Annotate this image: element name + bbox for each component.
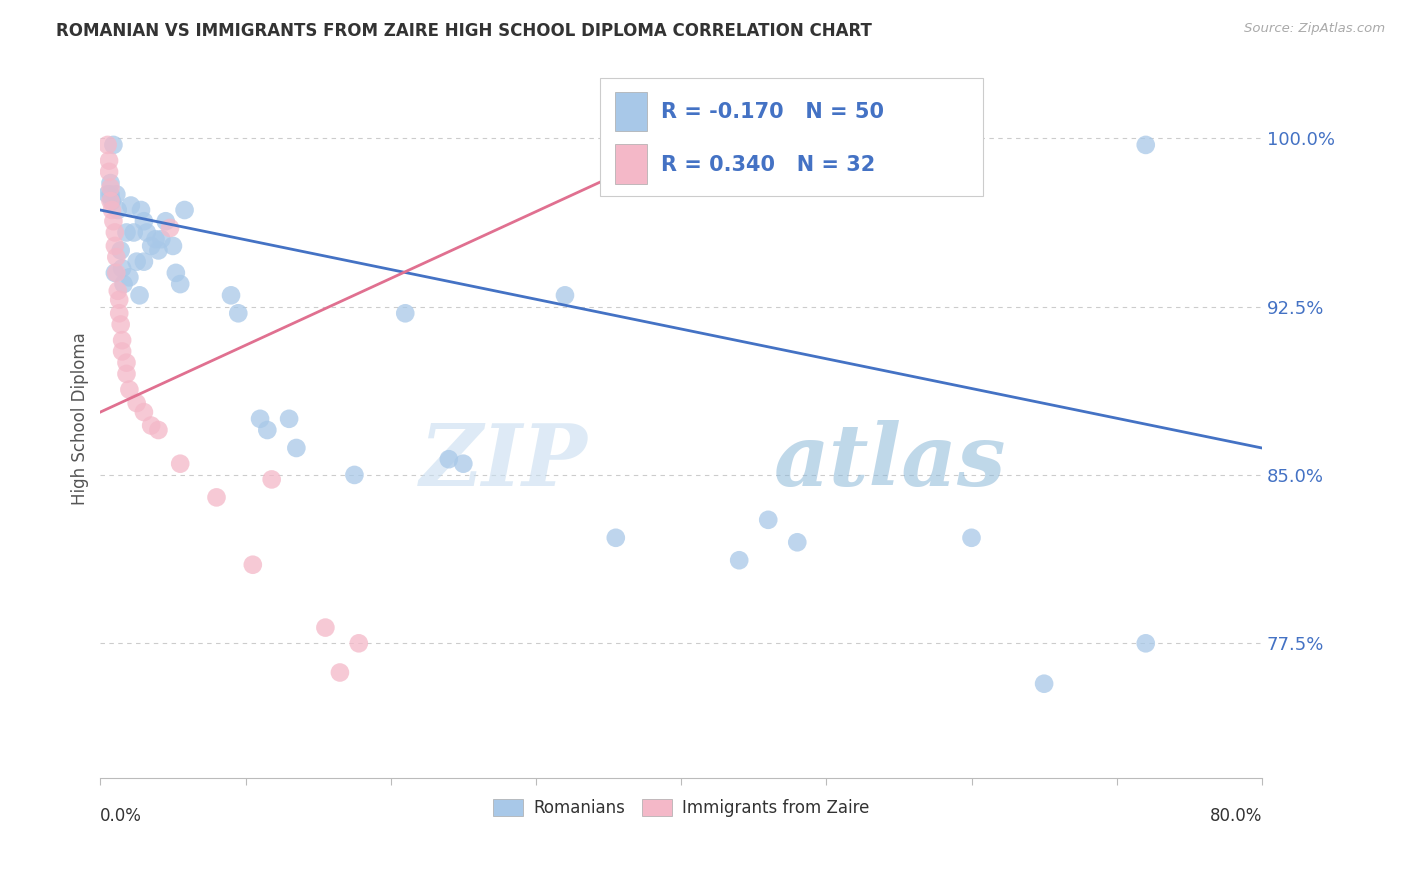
Point <box>141 418 163 433</box>
Text: R = 0.340   N = 32: R = 0.340 N = 32 <box>661 154 876 175</box>
Legend: Romanians, Immigrants from Zaire: Romanians, Immigrants from Zaire <box>486 792 876 823</box>
Point <box>437 452 460 467</box>
Point <box>107 284 129 298</box>
Point <box>118 270 141 285</box>
FancyBboxPatch shape <box>614 92 647 131</box>
Point <box>1033 676 1056 690</box>
Point <box>104 266 127 280</box>
Y-axis label: High School Diploma: High School Diploma <box>72 333 89 505</box>
Point <box>249 412 271 426</box>
Point <box>1135 137 1157 152</box>
Point <box>162 239 184 253</box>
Point <box>110 318 132 332</box>
Point <box>135 226 157 240</box>
Point <box>173 202 195 217</box>
Point <box>118 383 141 397</box>
Text: atlas: atlas <box>775 420 1007 504</box>
Point <box>453 457 475 471</box>
Point <box>150 232 173 246</box>
Point <box>756 513 779 527</box>
Text: 0.0%: 0.0% <box>100 806 142 825</box>
Point <box>103 214 125 228</box>
Point <box>285 441 308 455</box>
Point <box>960 531 983 545</box>
Point <box>903 142 925 156</box>
Point <box>105 187 128 202</box>
Point <box>278 412 301 426</box>
Point <box>97 187 120 202</box>
Point <box>256 423 278 437</box>
Point <box>159 221 181 235</box>
Point <box>1135 636 1157 650</box>
Point <box>101 194 124 208</box>
Point <box>728 553 751 567</box>
Point <box>242 558 264 572</box>
Point <box>169 457 191 471</box>
Point <box>100 180 122 194</box>
Point <box>155 214 177 228</box>
Point <box>104 226 127 240</box>
Point <box>98 165 121 179</box>
Point <box>98 153 121 168</box>
Point <box>97 137 120 152</box>
Point <box>125 396 148 410</box>
Point <box>111 261 134 276</box>
Text: Source: ZipAtlas.com: Source: ZipAtlas.com <box>1244 22 1385 36</box>
Point <box>100 176 122 190</box>
Text: ZIP: ZIP <box>420 420 588 504</box>
Point <box>110 244 132 258</box>
Point <box>125 254 148 268</box>
Point <box>100 187 122 202</box>
Point <box>132 405 155 419</box>
Point <box>108 306 131 320</box>
Point <box>101 202 124 217</box>
Point <box>329 665 352 680</box>
Point <box>107 202 129 217</box>
Point <box>128 288 150 302</box>
Point <box>786 535 808 549</box>
Point <box>104 239 127 253</box>
Point <box>108 293 131 307</box>
Point <box>112 277 135 291</box>
Point <box>148 423 170 437</box>
Point <box>394 306 416 320</box>
Point <box>226 306 249 320</box>
Point <box>105 250 128 264</box>
Point <box>260 472 283 486</box>
Point <box>347 636 370 650</box>
Point <box>115 367 138 381</box>
Text: R = -0.170   N = 50: R = -0.170 N = 50 <box>661 103 884 122</box>
Point <box>120 198 142 212</box>
Point <box>205 491 228 505</box>
Point <box>129 202 152 217</box>
Point <box>111 344 134 359</box>
Text: ROMANIAN VS IMMIGRANTS FROM ZAIRE HIGH SCHOOL DIPLOMA CORRELATION CHART: ROMANIAN VS IMMIGRANTS FROM ZAIRE HIGH S… <box>56 22 872 40</box>
Point <box>554 288 576 302</box>
FancyBboxPatch shape <box>614 145 647 184</box>
Point <box>122 226 145 240</box>
Point <box>165 266 187 280</box>
Point <box>141 239 163 253</box>
Point <box>219 288 242 302</box>
Text: 80.0%: 80.0% <box>1209 806 1263 825</box>
Point <box>343 467 366 482</box>
Point <box>148 244 170 258</box>
Point <box>605 531 627 545</box>
Point <box>115 356 138 370</box>
Point <box>100 194 122 208</box>
FancyBboxPatch shape <box>600 78 983 196</box>
Point <box>314 621 336 635</box>
Point <box>105 266 128 280</box>
Point <box>115 226 138 240</box>
Point <box>103 137 125 152</box>
Point <box>145 232 167 246</box>
Point <box>132 254 155 268</box>
Point <box>111 333 134 347</box>
Point <box>132 214 155 228</box>
Point <box>169 277 191 291</box>
